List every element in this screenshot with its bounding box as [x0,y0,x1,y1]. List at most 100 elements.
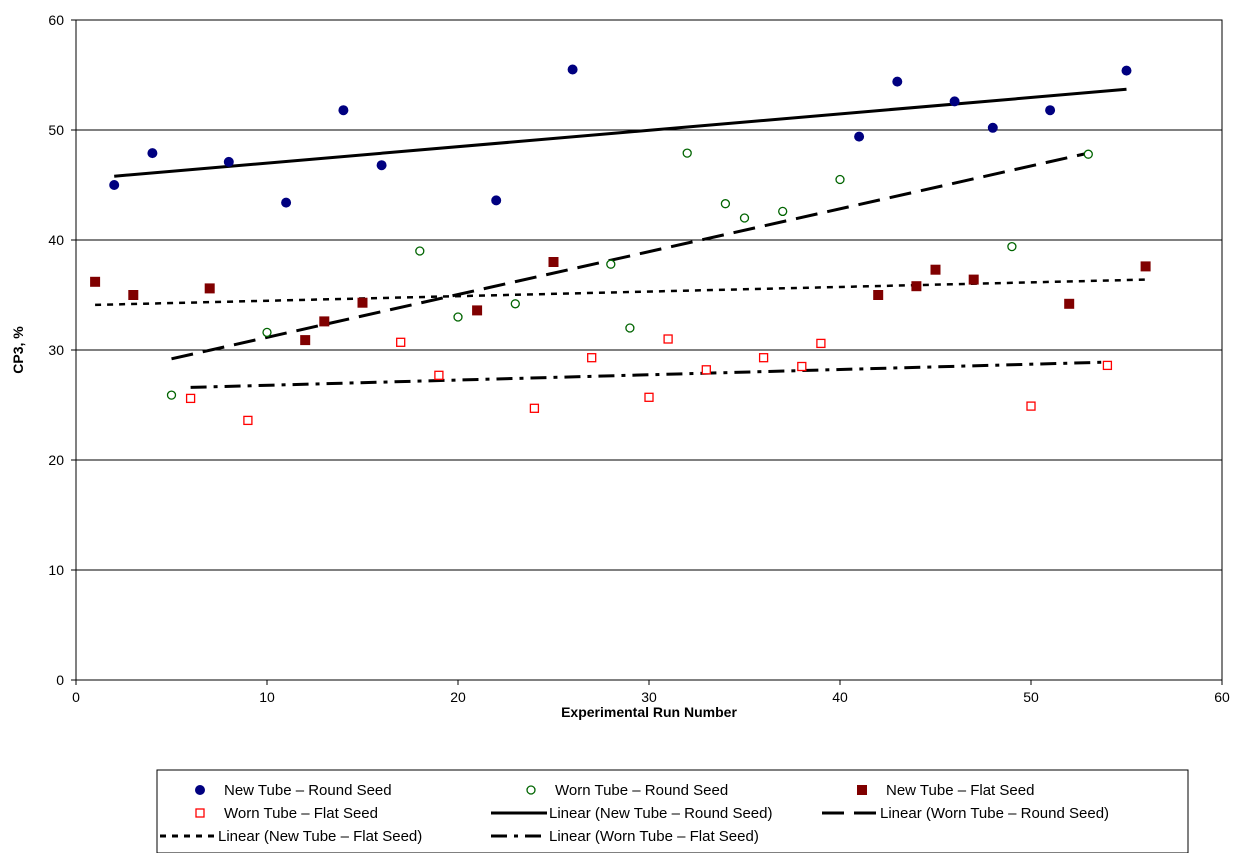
y-tick-label: 50 [48,122,64,138]
data-point [663,334,673,344]
legend-item-worn-flat: Worn Tube – Flat Seed [195,805,378,822]
data-point [816,338,826,349]
data-point [1121,65,1132,76]
y-tick-label: 30 [48,342,64,358]
data-point [987,122,998,133]
trendline-3 [95,278,1146,307]
legend-item-linear-worn-round: Linear (Worn Tube – Round Seed) [822,805,1109,822]
data-point [701,365,711,375]
legend-swatch-new-flat [857,785,867,795]
data-point [185,393,196,404]
data-point [739,213,750,223]
legend-marker [195,808,205,818]
y-tick-label: 60 [48,12,64,28]
data-point [968,274,979,285]
data-point [243,415,253,426]
legend-marker [526,785,536,795]
data-point [338,105,349,116]
x-tick-label: 20 [450,689,466,705]
data-point [911,281,922,292]
legend-swatch-worn-flat [195,808,205,818]
data-point [1083,149,1093,159]
series-4 [185,334,1113,426]
trendlines [95,87,1146,389]
legend-label-linear-new-round: Linear (New Tube – Round Seed) [549,805,772,822]
trendline-1 [114,87,1127,178]
data-point [128,290,139,300]
x-tick-label: 0 [72,689,80,705]
legend-item-linear-worn-flat: Linear (Worn Tube – Flat Seed) [491,828,759,845]
x-tick-label: 40 [832,689,848,705]
data-point [644,392,654,402]
series-3 [90,257,1151,346]
data-point [319,316,330,327]
data-point [1007,241,1017,252]
data-point [930,264,941,275]
data-point [797,361,807,372]
x-tick-label: 50 [1023,689,1039,705]
data-point [625,323,635,333]
x-axis-title: Experimental Run Number [561,704,737,720]
y-axis-title: CP3, % [10,326,26,374]
data-point [415,246,425,256]
data-point [873,290,884,300]
data-point [1102,360,1113,371]
data-point [147,148,158,159]
data-point [854,131,865,142]
data-point [1045,105,1056,116]
legend-box [156,769,1189,853]
data-point [835,174,845,185]
data-point [300,335,311,346]
legend-label-linear-worn-flat: Linear (Worn Tube – Flat Seed) [549,828,759,845]
legend-label-worn-flat: Worn Tube – Flat Seed [224,805,378,822]
legend-item-worn-round: Worn Tube – Round Seed [526,782,728,799]
x-tick-label: 60 [1214,689,1230,705]
data-point [1026,401,1036,411]
data-point [548,257,559,267]
data-point [892,76,903,87]
data-point [1140,261,1151,272]
legend-item-new-round: New Tube – Round Seed [195,782,392,799]
series-1 [109,64,1132,208]
data-point [357,297,368,308]
data-point [90,276,101,287]
data-point [758,353,769,363]
trendline-4 [190,360,1108,389]
data-points [90,64,1151,426]
legend-label-new-flat: New Tube – Flat Seed [886,782,1034,799]
legend: New Tube – Round Seed Worn Tube – Round … [156,769,1189,853]
legend-label-worn-round: Worn Tube – Round Seed [555,782,728,799]
y-tick-label: 10 [48,562,64,578]
data-point [166,390,177,400]
data-point [720,199,731,209]
legend-label-new-round: New Tube – Round Seed [224,782,392,799]
data-point [223,156,234,167]
data-point [567,64,578,75]
data-point [682,148,692,158]
data-point [1064,298,1075,309]
data-point [453,312,463,322]
data-point [606,259,616,269]
legend-swatch-worn-round [526,785,536,795]
y-tick-label: 20 [48,452,64,468]
trendline-2 [171,151,1089,361]
legend-item-linear-new-flat: Linear (New Tube – Flat Seed) [160,828,422,845]
axis-ticks: 0 10 20 30 40 50 60 0 10 20 30 40 50 60 [48,12,1230,705]
data-point [529,403,540,413]
data-point [472,305,483,316]
data-point [778,206,788,217]
y-tick-label: 40 [48,232,64,248]
data-point [204,283,215,294]
data-point [109,180,120,190]
data-point [949,96,960,107]
data-point [434,370,444,380]
legend-label-linear-worn-round: Linear (Worn Tube – Round Seed) [880,805,1109,822]
data-point [587,353,597,363]
series-2 [166,148,1093,400]
gridlines [76,19,1222,681]
data-point [376,160,387,171]
x-tick-label: 30 [641,689,657,705]
x-tick-label: 10 [259,689,275,705]
legend-swatch-new-round [195,785,205,795]
legend-item-new-flat: New Tube – Flat Seed [857,782,1034,799]
